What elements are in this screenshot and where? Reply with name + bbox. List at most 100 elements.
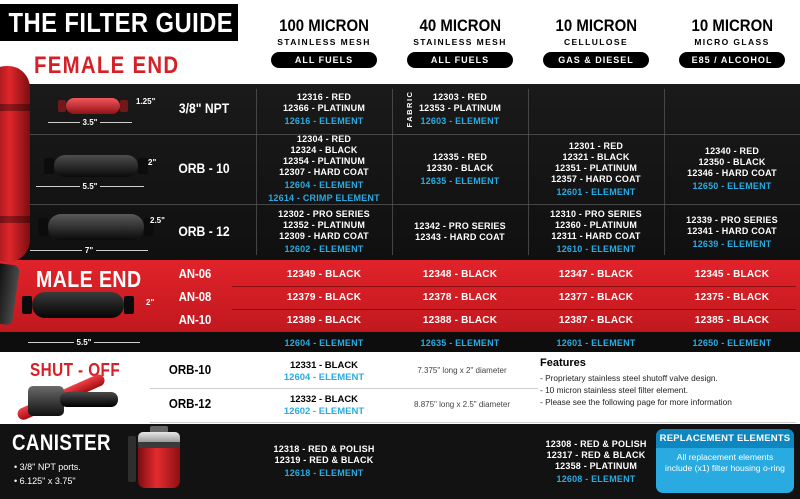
- divider: [232, 309, 796, 310]
- parts-cell: 12377 - BLACK: [528, 286, 664, 309]
- parts-cell: 12387 - BLACK: [528, 309, 664, 332]
- filter-body: [54, 155, 138, 177]
- divider: [0, 134, 800, 135]
- part-number: 12608 - ELEMENT: [556, 473, 636, 484]
- feature-item: - Please see the following page for more…: [540, 397, 732, 407]
- parts-cell: 12304 - RED 12324 - BLACK 12354 - PLATINUM…: [256, 134, 392, 204]
- column-subtitle: MICRO GLASS: [694, 37, 770, 47]
- part-number: 12389 - BLACK: [286, 315, 362, 326]
- parts-cell: 12388 - BLACK: [392, 309, 528, 332]
- length-dim-label: 5.5": [82, 182, 98, 191]
- part-number: 12316 - RED: [296, 91, 352, 102]
- orb12-filter-image: [38, 214, 154, 240]
- canister-bullet: • 3/8" NPT ports.: [14, 462, 81, 472]
- part-number: 12350 - BLACK: [698, 157, 766, 167]
- fuel-badge: E85 / ALCOHOL: [679, 52, 785, 68]
- dim-line: [36, 186, 80, 187]
- row-label-orb10: ORB-10: [168, 363, 212, 377]
- part-number: 12346 - HARD COAT: [687, 168, 777, 178]
- npt-filter-image: [58, 98, 128, 114]
- dim-line: [100, 186, 145, 187]
- parts-cell: 12302 - PRO SERIES 12352 - PLATINUM 12309 …: [256, 204, 392, 260]
- parts-cell: [392, 426, 528, 497]
- part-number: 12342 - PRO SERIES: [414, 221, 506, 231]
- part-number: 12360 - PLATINUM: [554, 220, 638, 230]
- shut-off-section: SHUT - OFF ORB-10 12331 - BLACK 12604 - …: [0, 352, 800, 424]
- canister-cap: [138, 432, 180, 442]
- row-label-orb12: ORB - 12: [178, 224, 230, 239]
- filter-body: [66, 98, 120, 114]
- parts-cell: 12347 - BLACK: [528, 263, 664, 286]
- column-subtitle: CELLULOSE: [563, 37, 629, 47]
- part-number: 12379 - BLACK: [286, 292, 362, 303]
- divider: [232, 286, 796, 287]
- diameter-dim: 1.25": [136, 97, 156, 106]
- header: THE FILTER GUIDE FEMALE END 100 MICRON S…: [0, 0, 800, 84]
- part-number: 12354 - PLATINUM: [282, 156, 366, 166]
- part-number: 12604 - ELEMENT: [284, 337, 364, 348]
- divider: [150, 422, 796, 423]
- female-row-orb12: 2.5" 7" ORB - 12 12302 - PRO SERIES 12352…: [0, 204, 800, 260]
- part-number: 12602 - ELEMENT: [284, 244, 364, 254]
- parts-cell: 12310 - PRO SERIES 12360 - PLATINUM 12311 …: [528, 204, 664, 260]
- part-number: 12377 - BLACK: [558, 292, 634, 303]
- element-cell: 12650 - ELEMENT: [664, 332, 800, 352]
- divider: [150, 388, 538, 389]
- parts-cell: [528, 84, 664, 134]
- replacement-elements-body: All replacement elements include (x1) fi…: [665, 452, 785, 473]
- part-number: 12635 - ELEMENT: [420, 337, 500, 348]
- parts-cell: 12349 - BLACK: [256, 263, 392, 286]
- fuel-badge: ALL FUELS: [407, 52, 513, 68]
- divider: [256, 89, 257, 255]
- feature-item: - 10 micron stainless steel filter eleme…: [540, 385, 689, 395]
- diameter-dim: 2": [148, 158, 157, 167]
- fuel-badge: GAS & DIESEL: [543, 52, 649, 68]
- replacement-elements-title: REPLACEMENT ELEMENTS: [656, 429, 794, 448]
- male-row-an10: AN-10 12389 - BLACK 12388 - BLACK 12387 …: [0, 309, 800, 332]
- part-number: 12352 - PLATINUM: [282, 220, 366, 230]
- divider: [392, 89, 393, 255]
- female-end-label: FEMALE END: [34, 52, 180, 79]
- part-number: 12604 - ELEMENT: [284, 180, 364, 190]
- part-number: 12332 - BLACK: [289, 394, 359, 405]
- shutoff-valve-image: [0, 352, 150, 424]
- hex-fitting: [124, 296, 134, 314]
- column-title: 10 MICRON: [555, 16, 637, 35]
- valve-outlet: [60, 392, 118, 407]
- parts-cell: 12345 - BLACK: [664, 263, 800, 286]
- canister-bullet: • 6.125" x 3.75": [14, 476, 76, 486]
- valve-body: [28, 386, 64, 416]
- element-cell: 12604 - ELEMENT: [256, 332, 392, 352]
- part-number: 12341 - HARD COAT: [687, 225, 777, 236]
- parts-cell: [664, 84, 800, 134]
- row-label-npt: 3/8" NPT: [178, 101, 230, 116]
- parts-cell: 12385 - BLACK: [664, 309, 800, 332]
- filter-ridge: [0, 104, 30, 111]
- features-title: Features: [540, 357, 586, 369]
- column-header-10-micron-cellulose: 10 MICRON CELLULOSE GAS & DIESEL: [528, 16, 664, 68]
- part-number: 12309 - HARD COAT: [279, 231, 369, 241]
- size-note: 7.375" long x 2" diameter: [417, 366, 507, 375]
- part-number: 12317 - RED & BLACK: [546, 449, 646, 460]
- column-title: 40 MICRON: [419, 16, 501, 35]
- part-number: 12335 - RED: [432, 151, 488, 162]
- diameter-dim: 2.5": [150, 216, 165, 225]
- part-number: 12357 - HARD COAT: [551, 173, 641, 184]
- part-number: 12375 - BLACK: [694, 292, 770, 303]
- parts-cell: 12342 - PRO SERIES 12343 - HARD COAT: [392, 204, 528, 260]
- parts-cell: 12340 - RED 12350 - BLACK 12346 - HARD COA…: [664, 134, 800, 204]
- column-headers: 100 MICRON STAINLESS MESH ALL FUELS 40 M…: [256, 16, 800, 68]
- part-number: 12635 - ELEMENT: [420, 175, 500, 186]
- dim-line: [100, 122, 133, 123]
- part-number: 12639 - ELEMENT: [692, 238, 772, 249]
- hex-fitting: [44, 158, 54, 174]
- column-header-10-micron-microglass: 10 MICRON MICRO GLASS E85 / ALCOHOL: [664, 16, 800, 68]
- part-number: 12601 - ELEMENT: [556, 337, 636, 348]
- part-number: 12321 - BLACK: [562, 151, 630, 162]
- part-number: 12304 - RED: [296, 134, 352, 144]
- part-number: 12358 - PLATINUM: [554, 460, 638, 471]
- length-dim: 7": [30, 246, 148, 255]
- orb10-filter-image: [44, 155, 148, 177]
- length-dim: 5.5": [28, 338, 141, 347]
- dim-line: [28, 342, 74, 343]
